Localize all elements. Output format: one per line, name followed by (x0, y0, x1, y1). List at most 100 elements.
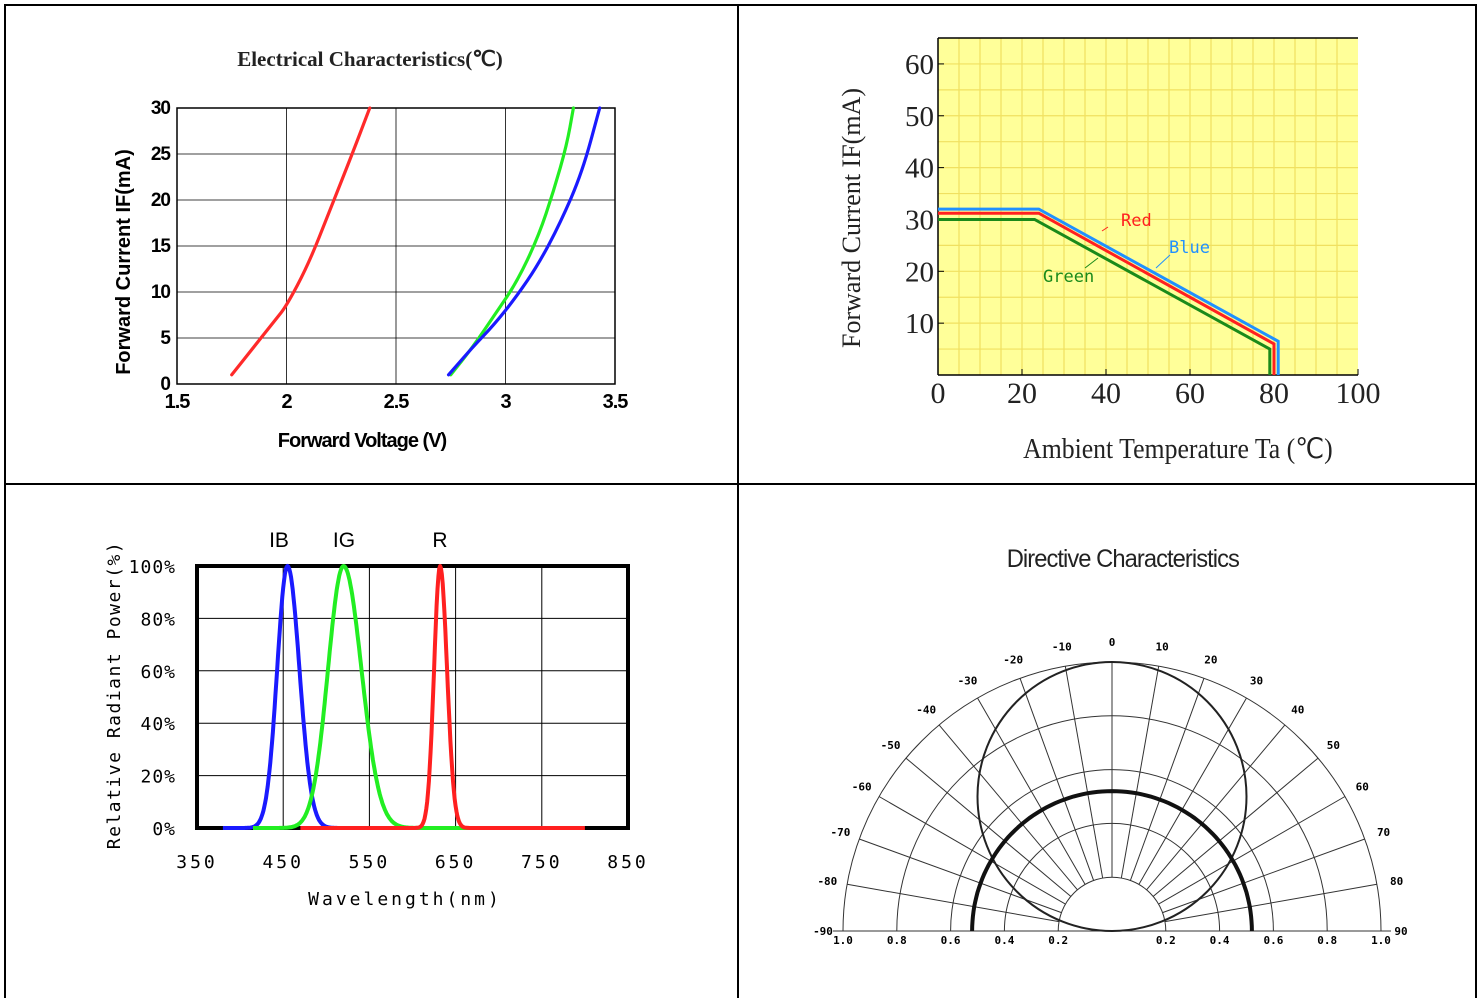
annotation-leader (1155, 254, 1171, 269)
x-tick-label: 450 (262, 852, 304, 873)
y-tick-label: 10 (151, 282, 171, 303)
angle-spoke (859, 838, 1062, 914)
angle-spoke (878, 796, 1066, 905)
x-tick-label: 0 (931, 377, 946, 410)
series-line-2 (446, 106, 602, 377)
angle-label: 40 (1291, 704, 1304, 717)
y-tick-label: 60 (905, 49, 934, 81)
series-line-0 (230, 106, 372, 377)
plot-frame (195, 564, 630, 830)
angle-spoke (938, 724, 1078, 891)
angle-label: -40 (916, 704, 936, 717)
series-line-green (938, 217, 1272, 375)
chart1-xlabel: Forward Voltage (V) (278, 430, 447, 452)
x-tick-label: 2 (281, 391, 292, 413)
angle-label: 80 (1390, 875, 1403, 888)
y-tick-label: 10 (905, 308, 934, 340)
y-tick-label: 25 (151, 144, 172, 165)
angle-spoke (1146, 724, 1286, 891)
table-divider-vertical (737, 4, 739, 998)
y-tick-label: 15 (151, 236, 172, 257)
angle-spoke (1129, 678, 1205, 881)
y-tick-label: 20 (151, 190, 171, 211)
angle-label: 0 (1109, 636, 1116, 649)
series-line-blue (938, 207, 1280, 375)
y-tick-label: 30 (151, 98, 171, 119)
radial-arc (1057, 876, 1167, 932)
angle-spoke (1064, 665, 1104, 879)
chart2-xlabel: Ambient Temperature Ta (℃) (1023, 433, 1333, 464)
angle-spoke (1164, 883, 1378, 923)
annotation-leader (1084, 257, 1099, 269)
chart3-ylabel: Relative Radiant Power(%) (104, 541, 125, 849)
series-line-ig (251, 564, 509, 830)
x-tick-label: 3.5 (603, 391, 629, 413)
y-tick-label: 30 (905, 204, 934, 236)
angle-label: 20 (1204, 653, 1217, 666)
x-tick-label: 40 (1091, 377, 1121, 410)
angle-label: -90 (813, 925, 833, 938)
series-line-r (299, 564, 586, 830)
angle-label: 60 (1356, 781, 1369, 794)
x-tick-label: 1.5 (165, 391, 191, 413)
radial-tick-label: 0.6 (1263, 934, 1283, 947)
y-tick-label: 60% (140, 662, 176, 683)
angle-spoke (1120, 665, 1160, 879)
angle-label: -80 (817, 875, 837, 888)
x-tick-label: 3 (500, 391, 511, 413)
annotation-red: Red (1121, 211, 1152, 231)
x-tick-label: 20 (1007, 377, 1037, 410)
peak-label-ig: IG (333, 529, 355, 552)
y-tick-label: 0 (160, 374, 170, 395)
radial-tick-label: 0.8 (1317, 934, 1337, 947)
x-tick-label: 2.5 (384, 391, 410, 413)
annotation-blue: Blue (1169, 238, 1210, 258)
angle-label: -70 (830, 826, 850, 839)
directive-chart: Directive Characteristics -90 -80 -70 -60 -5… (813, 545, 1408, 947)
angle-spoke (1158, 796, 1346, 905)
spectrum-chart: 350 450 550 650 750 850 0% 20% 40% 60% 80% 100% IB I… (104, 529, 649, 910)
figure-table (4, 4, 1477, 998)
x-tick-label: 100 (1336, 377, 1381, 410)
peak-label-ib: IB (269, 529, 289, 552)
chart3-xlabel: Wavelength(nm) (308, 889, 502, 910)
y-tick-label: 20 (905, 256, 934, 288)
angle-label: -30 (958, 675, 978, 688)
x-tick-label: 650 (435, 852, 477, 873)
y-tick-label: 50 (905, 101, 934, 133)
y-tick-label: 20% (140, 767, 176, 788)
angle-label: 10 (1156, 640, 1169, 653)
x-tick-label: 350 (176, 852, 218, 873)
y-tick-label: 5 (160, 328, 171, 349)
series-line-red (938, 211, 1276, 375)
radial-tick-label: 0.4 (1210, 934, 1230, 947)
radial-tick-label: 0.6 (941, 934, 961, 947)
x-tick-label: 550 (349, 852, 391, 873)
angle-spoke (1162, 838, 1365, 914)
radial-tick-label: 1.0 (833, 934, 853, 947)
angle-label: -10 (1052, 640, 1072, 653)
chart4-title: Directive Characteristics (1007, 545, 1240, 573)
angle-label: 90 (1394, 925, 1407, 938)
y-tick-label: 100% (129, 557, 176, 578)
radial-tick-label: 0.8 (887, 934, 907, 947)
pattern-wide (970, 789, 1254, 932)
angle-label: -50 (881, 739, 901, 752)
chart1-title: Electrical Characteristics(℃) (237, 47, 503, 71)
radial-tick-label: 0.2 (1156, 934, 1176, 947)
x-tick-label: 80 (1259, 377, 1289, 410)
radial-tick-label: 0.4 (994, 934, 1014, 947)
x-tick-label: 850 (607, 852, 649, 873)
peak-label-r: R (432, 529, 447, 552)
angle-label: -20 (1003, 653, 1023, 666)
angle-spoke (846, 883, 1060, 923)
chart1-ylabel: Forward Current IF(mA) (113, 149, 135, 375)
x-tick-label: 60 (1175, 377, 1205, 410)
table-divider-horizontal (4, 483, 1477, 485)
radial-tick-label: 1.0 (1371, 934, 1391, 947)
y-tick-label: 40 (905, 153, 934, 185)
radial-tick-label: 0.2 (1048, 934, 1068, 947)
x-tick-label: 750 (521, 852, 563, 873)
angle-label: -60 (852, 781, 872, 794)
y-tick-label: 40% (140, 714, 176, 735)
